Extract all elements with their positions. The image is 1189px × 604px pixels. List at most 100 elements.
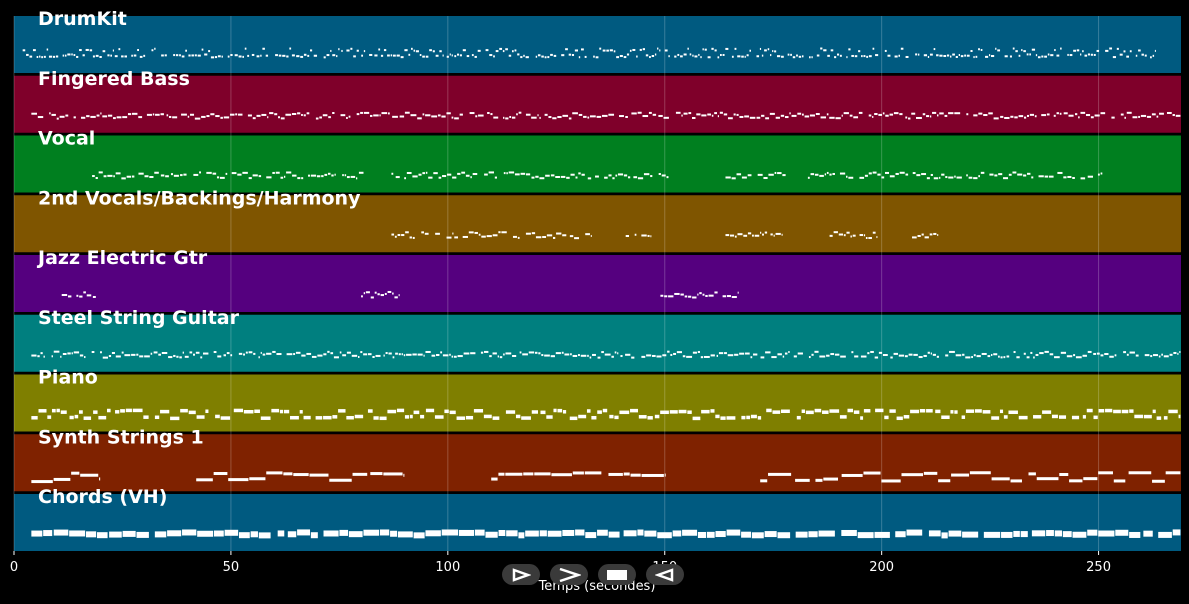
- note: [754, 234, 760, 237]
- note: [978, 175, 980, 178]
- note: [1030, 351, 1033, 354]
- note: [933, 232, 937, 235]
- note: [539, 530, 547, 537]
- note: [999, 409, 1004, 414]
- note: [308, 174, 311, 177]
- note: [1060, 47, 1062, 50]
- note: [439, 50, 442, 53]
- note: [331, 174, 334, 177]
- rewind-button[interactable]: [646, 564, 684, 585]
- note: [498, 529, 506, 536]
- note: [893, 352, 898, 355]
- note: [165, 175, 169, 178]
- note: [446, 173, 452, 176]
- note: [415, 50, 419, 53]
- note: [826, 113, 829, 116]
- note: [796, 54, 798, 57]
- note: [995, 47, 997, 50]
- note: [92, 175, 95, 178]
- note: [124, 55, 127, 58]
- note: [776, 55, 781, 58]
- note: [189, 351, 193, 354]
- stop-button[interactable]: [598, 564, 636, 585]
- note: [356, 113, 360, 116]
- note: [184, 355, 189, 358]
- note: [197, 54, 201, 57]
- note: [757, 173, 763, 176]
- note: [204, 53, 208, 56]
- note: [265, 54, 269, 57]
- playback-controls: [502, 564, 684, 585]
- note: [531, 232, 536, 235]
- note: [483, 350, 489, 353]
- note: [99, 55, 102, 58]
- note: [238, 113, 243, 116]
- note: [315, 117, 319, 120]
- note: [190, 113, 195, 116]
- note: [1178, 414, 1181, 419]
- note: [677, 53, 680, 56]
- note: [623, 56, 627, 59]
- note: [181, 55, 185, 58]
- note: [346, 176, 350, 179]
- note: [987, 355, 991, 358]
- note: [1006, 355, 1010, 358]
- note: [789, 112, 791, 115]
- note: [781, 409, 790, 414]
- note: [1084, 54, 1088, 57]
- note: [528, 351, 535, 354]
- note: [876, 236, 878, 239]
- note: [952, 53, 955, 56]
- note: [499, 356, 503, 359]
- note: [1113, 409, 1121, 414]
- note: [872, 171, 877, 174]
- note: [781, 233, 783, 236]
- note: [1129, 50, 1132, 53]
- note: [627, 176, 631, 179]
- note: [86, 294, 92, 297]
- note: [1098, 530, 1115, 537]
- note: [230, 54, 233, 57]
- note: [1017, 173, 1023, 176]
- note: [274, 113, 278, 116]
- note: [1003, 177, 1009, 180]
- note: [1051, 414, 1058, 419]
- note: [570, 353, 572, 356]
- note: [858, 111, 863, 114]
- forward-button[interactable]: [550, 564, 588, 585]
- note: [110, 54, 112, 57]
- note: [766, 408, 772, 413]
- note: [1150, 355, 1153, 358]
- note: [131, 175, 135, 178]
- play-button[interactable]: [502, 564, 540, 585]
- note: [657, 47, 659, 50]
- note: [93, 410, 98, 414]
- note: [383, 472, 403, 476]
- note: [126, 175, 132, 178]
- note: [874, 531, 890, 538]
- note: [757, 416, 762, 420]
- note: [562, 234, 567, 237]
- note: [991, 416, 1000, 420]
- note: [1090, 116, 1094, 119]
- note: [756, 55, 760, 58]
- note: [965, 356, 971, 359]
- note: [503, 172, 506, 175]
- note: [417, 117, 422, 120]
- note: [1062, 531, 1072, 538]
- note: [550, 53, 553, 56]
- note: [286, 55, 289, 58]
- note: [1000, 115, 1004, 118]
- note: [555, 352, 561, 355]
- note: [480, 351, 484, 354]
- note: [22, 49, 26, 52]
- note: [1114, 354, 1117, 357]
- note: [41, 56, 43, 59]
- note: [487, 112, 490, 115]
- note: [303, 415, 311, 420]
- note: [1021, 49, 1023, 52]
- note: [384, 292, 387, 295]
- note: [1143, 530, 1153, 537]
- note: [649, 56, 651, 59]
- note: [425, 171, 428, 174]
